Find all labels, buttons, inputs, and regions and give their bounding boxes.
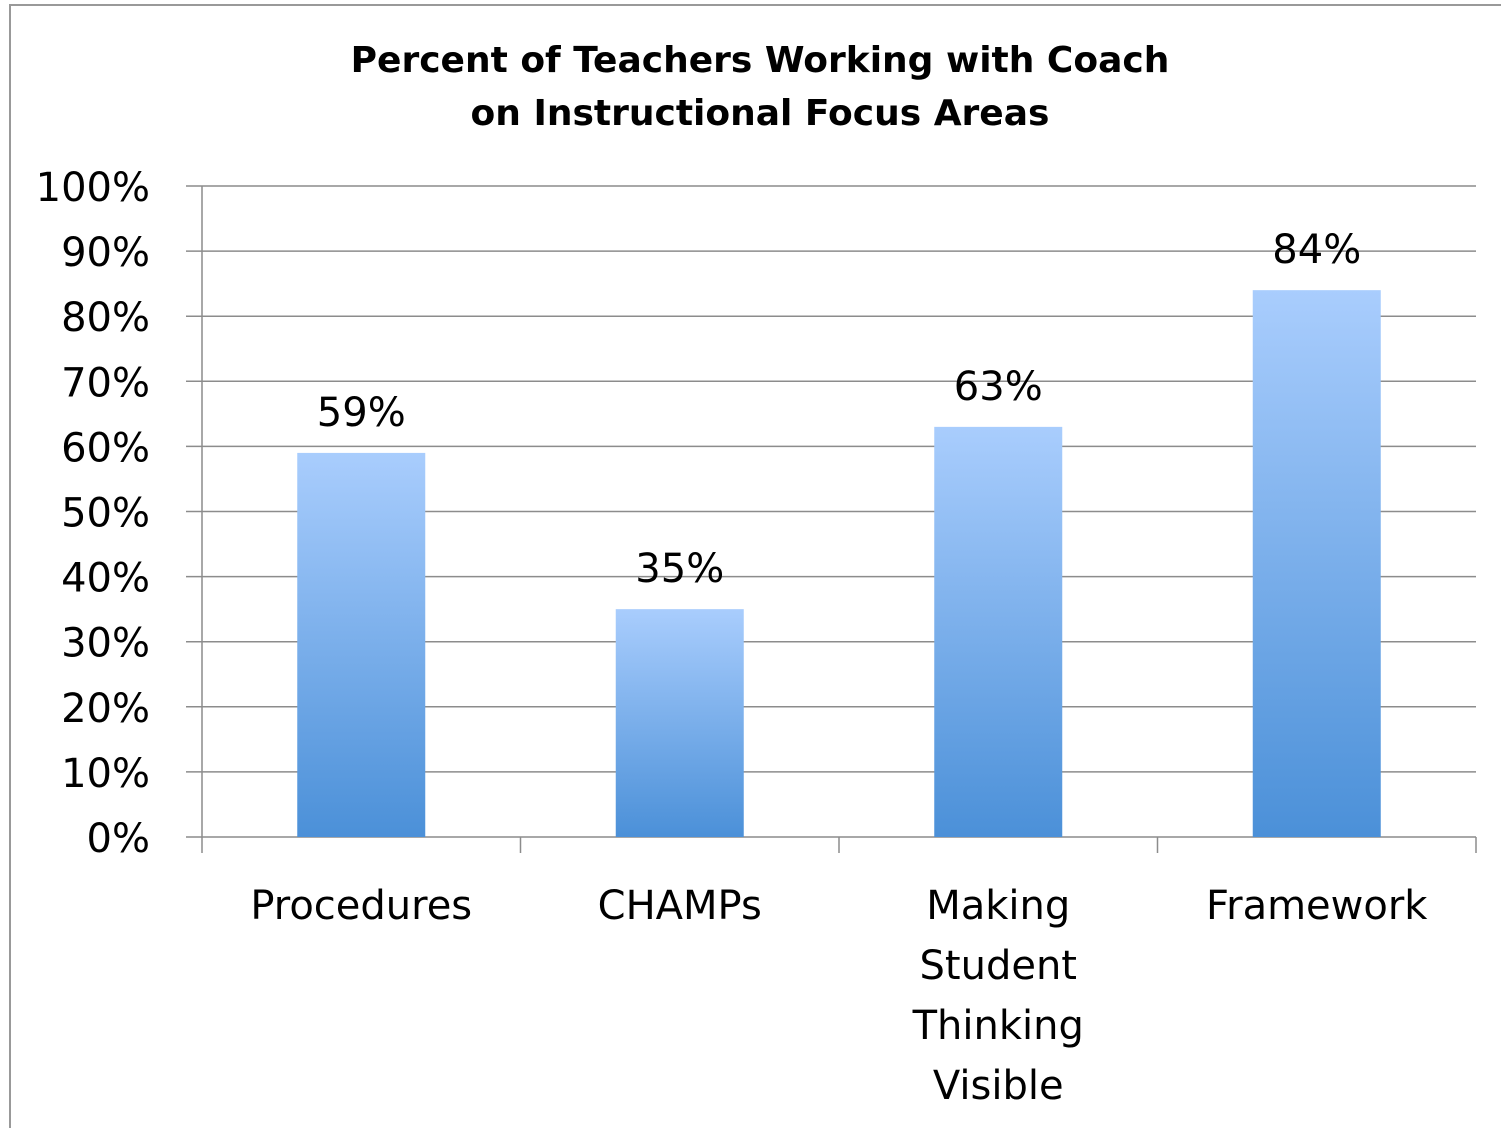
x-tick-label: Making Student Thinking Visible (912, 883, 1084, 1109)
x-tick-label: Procedures (250, 883, 473, 929)
y-tick-label: 50% (61, 491, 150, 537)
bar (297, 452, 426, 837)
y-tick-label: 60% (61, 425, 150, 471)
data-label: 63% (954, 364, 1043, 410)
y-tick-label: 0% (87, 816, 150, 862)
x-tick-label: CHAMPs (597, 883, 762, 929)
y-tick-label: 80% (61, 295, 150, 341)
x-tick-label: Framework (1206, 883, 1428, 929)
data-label: 59% (317, 390, 406, 436)
y-tick-label: 10% (61, 751, 150, 797)
data-label: 84% (1272, 227, 1361, 273)
bar (615, 609, 744, 837)
frame (9, 4, 1501, 1128)
y-tick-label: 30% (61, 621, 150, 667)
data-label: 35% (635, 546, 724, 592)
chart-title: on Instructional Focus Areas (471, 93, 1050, 134)
y-tick-label: 40% (61, 556, 150, 602)
y-tick-label: 100% (36, 165, 150, 211)
y-tick-label: 70% (61, 360, 150, 406)
chart-title: Percent of Teachers Working with Coach (351, 40, 1170, 81)
bar (1252, 290, 1381, 837)
y-tick-label: 90% (61, 230, 150, 276)
y-tick-label: 20% (61, 686, 150, 732)
bar (934, 426, 1063, 837)
